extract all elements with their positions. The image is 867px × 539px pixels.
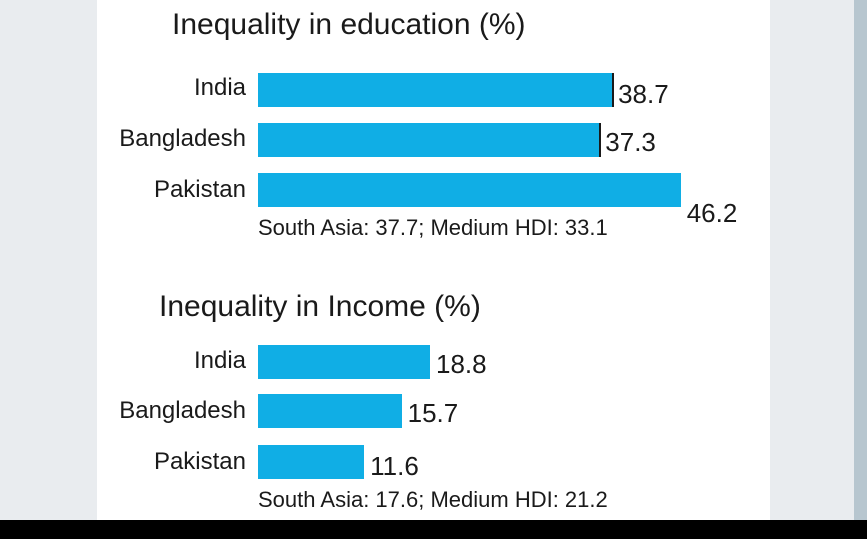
- income-category-label-bangladesh: Bangladesh: [6, 394, 246, 428]
- education-value-label-pakistan: 46.2: [687, 196, 738, 230]
- income-benchmark-note: South Asia: 17.6; Medium HDI: 21.2: [258, 487, 608, 513]
- education-bar-end-tick-bangladesh: [599, 123, 601, 157]
- education-bar-bangladesh: [258, 123, 599, 157]
- income-value-label-india: 18.8: [436, 347, 487, 381]
- income-value-label-bangladesh: 15.7: [408, 396, 459, 430]
- education-value-label-bangladesh: 37.3: [605, 125, 656, 159]
- income-bar-india: [258, 345, 430, 379]
- education-value-label-india: 38.7: [618, 77, 669, 111]
- income-bar-pakistan: [258, 445, 364, 479]
- education-bar-india: [258, 73, 612, 107]
- education-category-label-bangladesh: Bangladesh: [6, 122, 246, 156]
- education-category-label-india: India: [6, 71, 246, 105]
- right-edge-strip: [854, 0, 867, 520]
- income-value-label-pakistan: 11.6: [370, 449, 419, 483]
- income-chart-title: Inequality in Income (%): [159, 290, 481, 324]
- education-bar-pakistan: [258, 173, 681, 207]
- income-category-label-india: India: [6, 344, 246, 378]
- education-benchmark-note: South Asia: 37.7; Medium HDI: 33.1: [258, 215, 608, 241]
- income-category-label-pakistan: Pakistan: [6, 445, 246, 479]
- education-bar-end-tick-india: [612, 73, 614, 107]
- income-bar-bangladesh: [258, 394, 402, 428]
- education-chart-title: Inequality in education (%): [172, 8, 526, 42]
- education-category-label-pakistan: Pakistan: [6, 173, 246, 207]
